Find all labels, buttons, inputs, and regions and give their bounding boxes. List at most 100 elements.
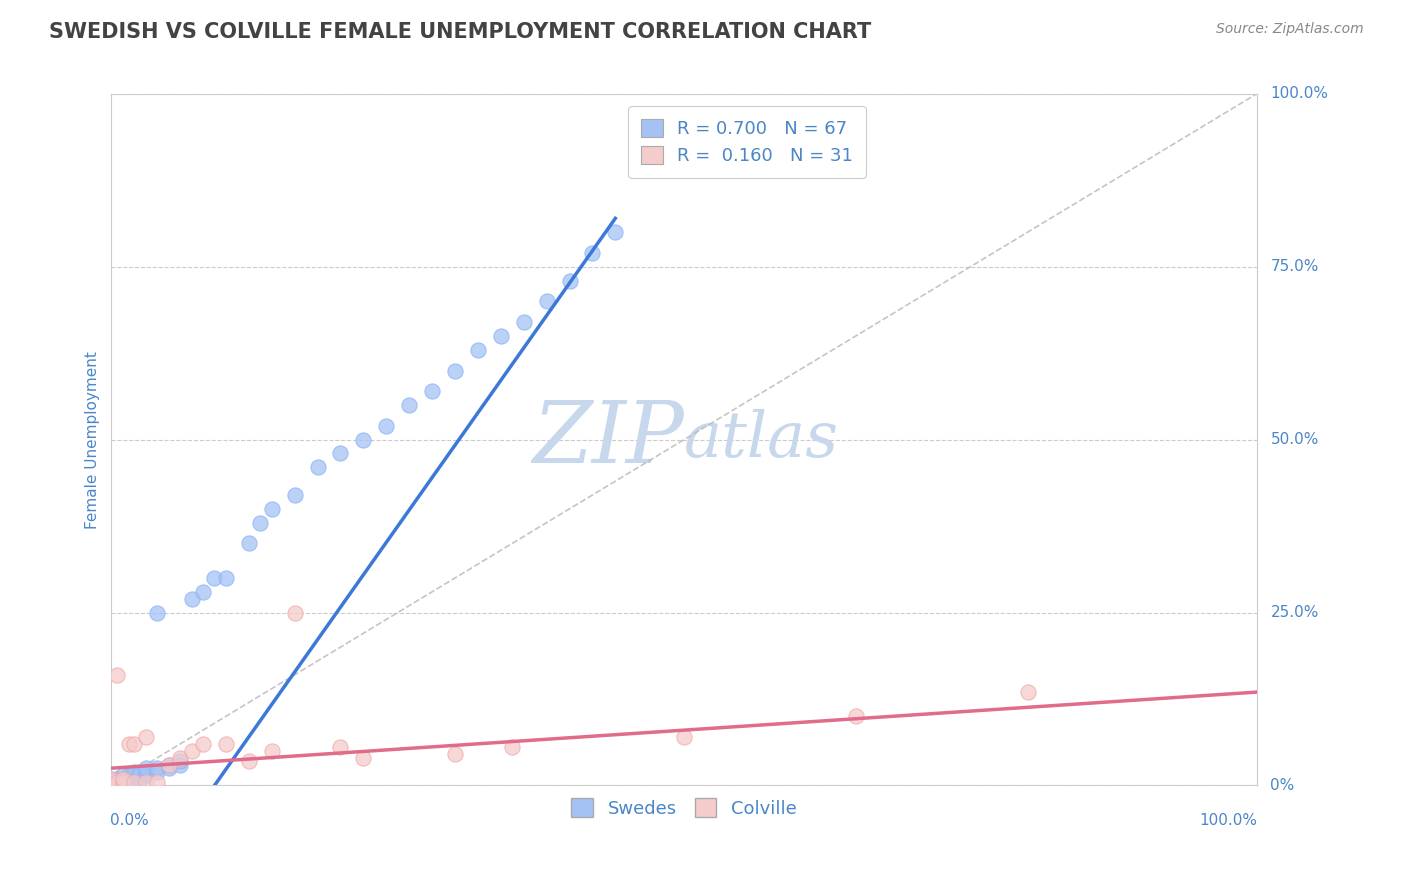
Point [329, 446, 352, 460]
Point [329, 740, 352, 755]
Point [157, 757, 180, 772]
Point [117, 779, 139, 793]
Point [100, 779, 122, 793]
Point [581, 246, 603, 260]
Point [180, 591, 202, 606]
Point [124, 768, 146, 782]
Text: 50.0%: 50.0% [1271, 432, 1319, 447]
Point [157, 757, 180, 772]
Point [105, 772, 128, 786]
Point [124, 775, 146, 789]
Point [105, 775, 128, 789]
Point [420, 384, 443, 399]
Point [111, 779, 134, 793]
Point [501, 740, 523, 755]
Point [135, 761, 157, 775]
Point [249, 516, 271, 530]
Text: 100.0%: 100.0% [1199, 814, 1258, 828]
Point [215, 737, 238, 751]
Point [375, 418, 398, 433]
Point [124, 737, 146, 751]
Point [117, 772, 139, 786]
Point [146, 606, 169, 620]
Point [100, 772, 122, 786]
Point [100, 775, 122, 789]
Legend: Swedes, Colville: Swedes, Colville [564, 791, 804, 825]
Text: SWEDISH VS COLVILLE FEMALE UNEMPLOYMENT CORRELATION CHART: SWEDISH VS COLVILLE FEMALE UNEMPLOYMENT … [49, 22, 872, 42]
Point [111, 779, 134, 793]
Point [100, 775, 122, 789]
Point [105, 775, 128, 789]
Point [169, 754, 191, 768]
Point [169, 751, 191, 765]
Point [100, 779, 122, 793]
Point [111, 772, 134, 786]
Point [135, 775, 157, 789]
Point [105, 668, 128, 682]
Point [117, 768, 139, 782]
Point [191, 584, 214, 599]
Point [307, 460, 329, 475]
Point [146, 764, 169, 779]
Point [124, 775, 146, 789]
Point [215, 571, 238, 585]
Point [100, 775, 122, 789]
Point [100, 779, 122, 793]
Point [352, 433, 374, 447]
Point [111, 772, 134, 786]
Point [536, 294, 558, 309]
Y-axis label: Female Unemployment: Female Unemployment [86, 351, 100, 529]
Point [129, 768, 152, 782]
Point [105, 779, 128, 793]
Text: 0.0%: 0.0% [110, 814, 149, 828]
Point [129, 772, 152, 786]
Point [111, 775, 134, 789]
Point [135, 730, 157, 744]
Point [135, 764, 157, 779]
Point [284, 488, 307, 502]
Point [146, 775, 169, 789]
Point [100, 772, 122, 786]
Point [605, 225, 627, 239]
Point [845, 709, 868, 723]
Point [100, 779, 122, 793]
Point [111, 768, 134, 782]
Point [105, 775, 128, 789]
Point [157, 761, 180, 775]
Point [100, 779, 122, 793]
Text: Source: ZipAtlas.com: Source: ZipAtlas.com [1216, 22, 1364, 37]
Point [105, 779, 128, 793]
Text: 25.0%: 25.0% [1271, 605, 1319, 620]
Point [117, 737, 139, 751]
Point [238, 536, 260, 550]
Point [105, 779, 128, 793]
Point [111, 779, 134, 793]
Point [146, 761, 169, 775]
Point [135, 768, 157, 782]
Point [558, 274, 581, 288]
Point [105, 775, 128, 789]
Point [180, 744, 202, 758]
Text: 0%: 0% [1271, 778, 1295, 793]
Point [444, 363, 467, 377]
Point [467, 343, 489, 357]
Point [260, 501, 283, 516]
Point [100, 779, 122, 793]
Point [284, 606, 307, 620]
Point [111, 775, 134, 789]
Point [111, 775, 134, 789]
Point [489, 329, 512, 343]
Point [191, 737, 214, 751]
Point [398, 398, 420, 412]
Point [124, 772, 146, 786]
Point [100, 779, 122, 793]
Point [512, 315, 534, 329]
Point [100, 779, 122, 793]
Point [673, 730, 696, 744]
Point [1017, 685, 1039, 699]
Point [238, 754, 260, 768]
Point [129, 764, 152, 779]
Text: 75.0%: 75.0% [1271, 260, 1319, 274]
Point [105, 779, 128, 793]
Point [352, 751, 374, 765]
